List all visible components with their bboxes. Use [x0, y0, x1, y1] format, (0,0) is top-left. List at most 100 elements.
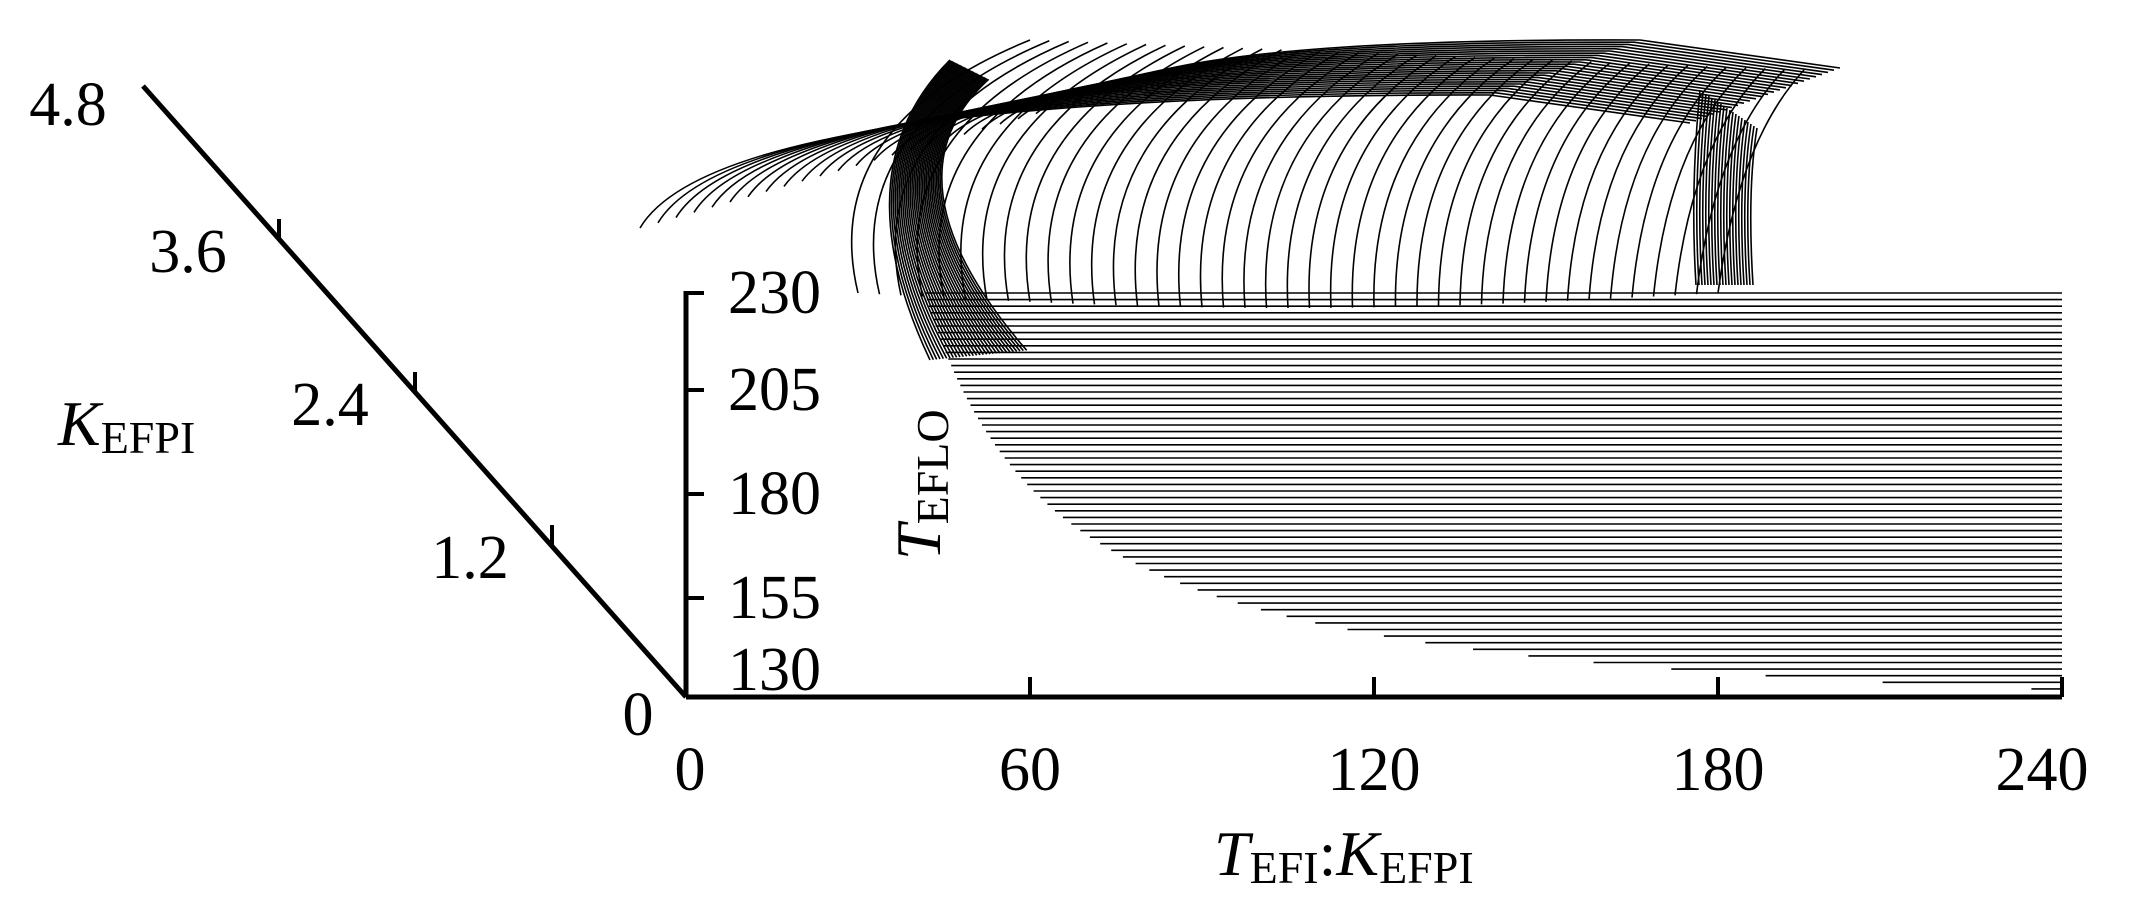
surface-line	[729, 83, 1721, 203]
y-tick-label: 205	[728, 356, 821, 424]
surface-line	[711, 85, 1715, 208]
surface-line	[890, 60, 952, 361]
surface-line	[1695, 91, 1704, 286]
surface-line	[1710, 101, 1719, 286]
surface-line	[1707, 99, 1716, 286]
surface-line	[935, 76, 1018, 352]
surface-line	[1698, 93, 1707, 286]
surface-line	[927, 73, 1001, 354]
surface-line	[1545, 63, 1650, 302]
surface-line	[945, 56, 1793, 141]
surface-line	[1731, 115, 1740, 286]
surface-line	[837, 69, 1757, 172]
surface-mesh	[639, 39, 2062, 690]
x-axis-title-sub1: EFI	[1250, 842, 1319, 893]
surface-line	[923, 72, 994, 355]
surface-line	[1704, 97, 1713, 286]
x-tick-label: 0	[675, 736, 706, 804]
surface-line	[902, 64, 960, 359]
x-tick-label: 180	[1672, 736, 1765, 804]
y-axis-title-main: T	[883, 520, 954, 560]
x-tick-label: 60	[999, 736, 1061, 804]
depth-axis-ticks: 0 1.2 2.4 3.6 4.8	[29, 71, 653, 749]
surface-line	[1523, 62, 1631, 303]
depth-tick-label: 4.8	[29, 71, 107, 139]
depth-axis-title: KEFPI	[57, 388, 195, 463]
surface-line	[930, 74, 1008, 353]
surface-line	[675, 89, 1703, 219]
surface-line	[896, 62, 956, 360]
surface-line	[765, 78, 1733, 193]
surface-line	[905, 65, 963, 358]
surface-line	[925, 72, 998, 354]
surface-line	[693, 87, 1709, 213]
surface-line	[783, 76, 1739, 187]
surface-line	[1609, 65, 1708, 299]
surface-line	[1725, 111, 1734, 286]
surface-line	[1631, 66, 1728, 298]
surface-line	[1416, 58, 1534, 307]
surface-line	[900, 63, 959, 359]
depth-axis-title-main: K	[57, 388, 104, 459]
surface-line	[1719, 107, 1728, 286]
surface-line	[1003, 44, 1166, 301]
surface-line	[913, 68, 975, 357]
y-tick-label: 180	[728, 460, 821, 528]
y-tick-label: 130	[728, 636, 821, 704]
surface-line	[1734, 117, 1743, 286]
surface-line	[981, 43, 1147, 300]
y-tick-label: 230	[728, 259, 821, 327]
surface-line	[747, 80, 1727, 198]
surface-line	[921, 71, 991, 355]
surface-line	[1737, 119, 1746, 286]
depth-tick-label: 2.4	[291, 371, 369, 439]
y-axis-title: TEFLO	[883, 409, 958, 560]
surface-line	[911, 67, 971, 357]
surface-line	[932, 75, 1011, 353]
x-axis-title: TEFI:KEFPI	[1214, 818, 1474, 893]
surface-line	[916, 69, 981, 356]
y-axis-title-sub: EFLO	[907, 409, 958, 524]
surface-line	[1743, 123, 1752, 286]
surface-line	[937, 77, 1021, 352]
x-axis-ticks: 0 60 120 180 240	[675, 677, 2089, 804]
surface-line	[850, 39, 1031, 294]
x-axis-title-sub2: EFPI	[1379, 842, 1474, 893]
y-tick-label: 155	[728, 564, 821, 632]
surface-line	[1713, 103, 1722, 286]
surface-line	[927, 58, 1787, 146]
depth-tick-label: 0	[623, 681, 654, 749]
surface-line	[1740, 121, 1749, 286]
depth-tick-label: 3.6	[149, 218, 227, 286]
surface-line	[1722, 109, 1731, 286]
surface-line	[934, 76, 1014, 353]
x-tick-label: 120	[1328, 736, 1421, 804]
x-axis-title-sep: :	[1319, 818, 1337, 889]
x-axis-title-main: T	[1214, 818, 1254, 889]
surface-line	[914, 68, 978, 356]
surface-line	[918, 70, 984, 356]
surface-line	[1692, 89, 1701, 286]
surface-line	[907, 66, 965, 358]
depth-axis-title-sub: EFPI	[101, 412, 196, 463]
surface-line	[909, 66, 968, 357]
surface-line	[819, 72, 1751, 177]
surface-line	[960, 43, 1128, 299]
surface-line	[1749, 127, 1758, 286]
surface-line	[801, 74, 1745, 182]
surface-line	[1437, 59, 1553, 306]
x-tick-label: 240	[1996, 736, 2089, 804]
surface-line	[855, 67, 1763, 167]
surface-line	[894, 61, 955, 360]
surface-line	[1459, 60, 1573, 306]
surface-line	[1746, 125, 1755, 286]
surface-line	[1351, 56, 1476, 308]
surface-line	[939, 78, 1024, 352]
surface-line	[903, 64, 962, 358]
x-axis-title-main2: K	[1335, 818, 1382, 889]
surface-line	[940, 78, 1028, 351]
y-axis-ticks: 130 155 180 205 230	[686, 259, 821, 704]
surface-line	[898, 62, 958, 359]
surface-line	[1701, 95, 1710, 286]
